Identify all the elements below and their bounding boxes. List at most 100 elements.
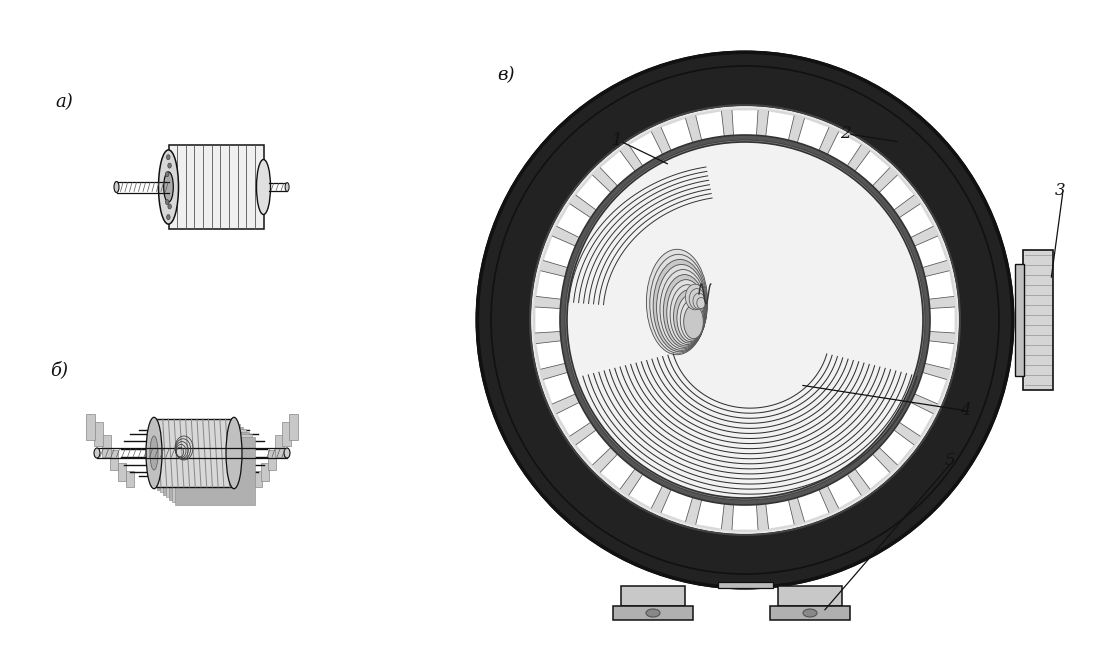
Ellipse shape xyxy=(257,159,270,214)
Ellipse shape xyxy=(697,298,705,309)
Polygon shape xyxy=(557,401,593,436)
Text: 2: 2 xyxy=(840,125,850,142)
Polygon shape xyxy=(600,151,636,188)
Text: в): в) xyxy=(497,66,514,84)
Text: 1: 1 xyxy=(612,132,622,149)
Ellipse shape xyxy=(285,182,289,191)
Bar xyxy=(254,471,261,487)
Ellipse shape xyxy=(94,448,100,458)
Bar xyxy=(261,464,269,481)
Polygon shape xyxy=(536,340,568,369)
Bar xyxy=(268,450,277,470)
Text: а): а) xyxy=(55,93,73,111)
Bar xyxy=(118,464,126,481)
Polygon shape xyxy=(853,452,890,489)
Bar xyxy=(86,414,96,439)
Circle shape xyxy=(478,53,1011,587)
Ellipse shape xyxy=(163,172,173,202)
Polygon shape xyxy=(765,111,794,143)
Polygon shape xyxy=(629,132,664,169)
Ellipse shape xyxy=(226,417,242,489)
Ellipse shape xyxy=(159,150,179,224)
Polygon shape xyxy=(912,236,946,268)
Ellipse shape xyxy=(646,609,660,617)
Ellipse shape xyxy=(650,255,707,353)
Ellipse shape xyxy=(684,305,704,339)
Polygon shape xyxy=(172,434,251,502)
Polygon shape xyxy=(160,424,240,492)
Bar xyxy=(613,606,693,620)
Polygon shape xyxy=(796,118,829,153)
Bar xyxy=(289,414,299,439)
Polygon shape xyxy=(169,432,249,499)
Polygon shape xyxy=(544,372,578,404)
Bar xyxy=(110,450,118,470)
Ellipse shape xyxy=(168,163,171,168)
Text: 3: 3 xyxy=(1054,182,1065,199)
Bar xyxy=(778,586,842,606)
Bar xyxy=(718,582,773,588)
Ellipse shape xyxy=(693,293,705,309)
Polygon shape xyxy=(536,271,568,299)
Ellipse shape xyxy=(685,284,705,310)
Ellipse shape xyxy=(646,249,708,355)
Polygon shape xyxy=(732,502,758,530)
Polygon shape xyxy=(765,497,794,529)
Ellipse shape xyxy=(660,270,706,349)
Ellipse shape xyxy=(674,290,705,343)
Polygon shape xyxy=(629,472,664,508)
Bar xyxy=(1022,250,1053,390)
Polygon shape xyxy=(897,401,933,436)
Ellipse shape xyxy=(666,280,705,346)
Ellipse shape xyxy=(656,264,706,350)
Polygon shape xyxy=(696,497,725,529)
Polygon shape xyxy=(163,426,243,495)
Bar xyxy=(169,145,264,229)
Polygon shape xyxy=(877,428,914,465)
Polygon shape xyxy=(927,307,954,333)
Polygon shape xyxy=(557,204,593,239)
Ellipse shape xyxy=(114,182,119,193)
Polygon shape xyxy=(696,111,725,143)
Polygon shape xyxy=(600,452,636,489)
Bar xyxy=(1015,264,1024,376)
Circle shape xyxy=(533,108,957,532)
Polygon shape xyxy=(853,151,890,188)
Text: б): б) xyxy=(50,361,68,379)
Polygon shape xyxy=(826,132,861,169)
Bar xyxy=(275,435,283,457)
Ellipse shape xyxy=(146,417,162,489)
Ellipse shape xyxy=(168,204,171,209)
Polygon shape xyxy=(796,487,829,521)
Ellipse shape xyxy=(671,284,705,344)
Ellipse shape xyxy=(689,288,705,309)
Polygon shape xyxy=(154,419,234,487)
Ellipse shape xyxy=(165,200,169,204)
Ellipse shape xyxy=(803,609,817,617)
Circle shape xyxy=(567,142,923,498)
Ellipse shape xyxy=(681,300,704,340)
Text: 5: 5 xyxy=(945,452,955,469)
Ellipse shape xyxy=(663,275,706,348)
Bar xyxy=(770,606,850,620)
Circle shape xyxy=(565,140,925,500)
Bar xyxy=(621,586,685,606)
Polygon shape xyxy=(897,204,933,239)
Ellipse shape xyxy=(653,259,707,352)
Polygon shape xyxy=(922,271,954,299)
Polygon shape xyxy=(661,118,694,153)
Polygon shape xyxy=(576,428,613,465)
Ellipse shape xyxy=(150,436,158,470)
Circle shape xyxy=(560,135,930,505)
Polygon shape xyxy=(912,372,946,404)
Polygon shape xyxy=(544,236,578,268)
Polygon shape xyxy=(877,175,914,212)
Ellipse shape xyxy=(677,295,704,342)
Polygon shape xyxy=(661,487,694,521)
Ellipse shape xyxy=(283,448,290,458)
Polygon shape xyxy=(154,419,234,487)
Text: 4: 4 xyxy=(960,402,971,419)
Ellipse shape xyxy=(167,215,170,219)
Bar xyxy=(94,422,103,446)
Polygon shape xyxy=(576,175,613,212)
